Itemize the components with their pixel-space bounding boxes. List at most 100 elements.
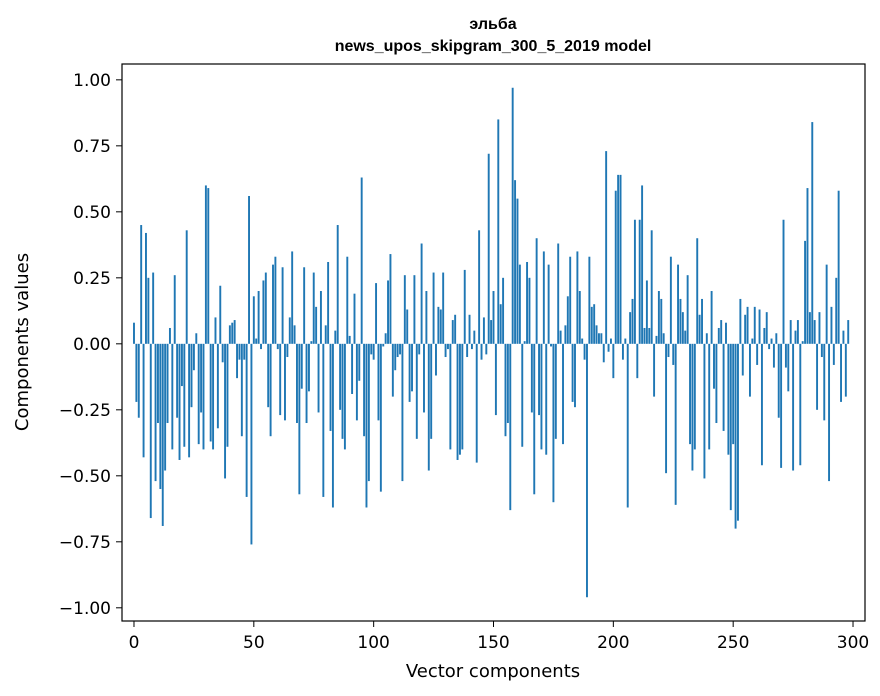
bar-13 bbox=[164, 343, 167, 471]
bar-38 bbox=[224, 343, 227, 479]
bar-227 bbox=[677, 264, 680, 344]
bar-226 bbox=[674, 343, 677, 505]
bar-182 bbox=[569, 256, 572, 344]
bar-33 bbox=[212, 343, 215, 450]
bar-131 bbox=[447, 343, 449, 350]
bar-46 bbox=[243, 343, 246, 360]
bar-15 bbox=[168, 327, 171, 344]
x-tick-label: 300 bbox=[837, 633, 869, 653]
bar-25 bbox=[192, 343, 195, 371]
bar-23 bbox=[188, 343, 191, 458]
bar-83 bbox=[331, 343, 334, 508]
bar-208 bbox=[631, 298, 634, 344]
bar-154 bbox=[502, 277, 505, 344]
bar-151 bbox=[494, 343, 497, 416]
bar-249 bbox=[729, 343, 732, 511]
bar-125 bbox=[432, 272, 435, 344]
bar-174 bbox=[550, 343, 552, 347]
bar-171 bbox=[542, 251, 545, 344]
bar-254 bbox=[741, 343, 744, 376]
bar-225 bbox=[672, 343, 675, 365]
bar-116 bbox=[411, 343, 413, 392]
bar-198 bbox=[607, 343, 610, 352]
bar-81 bbox=[327, 261, 330, 344]
bar-16 bbox=[171, 343, 174, 450]
bar-45 bbox=[240, 343, 243, 437]
bar-97 bbox=[365, 343, 368, 508]
bar-192 bbox=[593, 304, 596, 344]
bar-162 bbox=[521, 343, 524, 447]
bar-290 bbox=[828, 343, 831, 482]
bar-285 bbox=[816, 343, 819, 410]
bar-164 bbox=[526, 261, 529, 344]
bar-158 bbox=[511, 87, 514, 344]
y-tick-label: 1.00 bbox=[73, 71, 111, 91]
bar-150 bbox=[492, 291, 495, 344]
bar-98 bbox=[367, 343, 370, 482]
bar-40 bbox=[228, 325, 231, 344]
bar-70 bbox=[300, 343, 303, 389]
bar-85 bbox=[336, 225, 339, 344]
bar-297 bbox=[844, 343, 847, 397]
bar-221 bbox=[662, 333, 665, 344]
bar-71 bbox=[303, 267, 306, 344]
bar-284 bbox=[813, 320, 816, 344]
bar-286 bbox=[818, 312, 821, 344]
bar-119 bbox=[418, 343, 421, 355]
bar-141 bbox=[470, 343, 473, 350]
bar-217 bbox=[653, 343, 656, 397]
bar-109 bbox=[394, 343, 397, 371]
bar-7 bbox=[149, 343, 152, 519]
bar-262 bbox=[760, 343, 763, 466]
bar-291 bbox=[830, 306, 833, 344]
bar-167 bbox=[533, 343, 536, 495]
bar-229 bbox=[681, 312, 684, 344]
bar-117 bbox=[413, 275, 416, 344]
bar-177 bbox=[557, 243, 560, 344]
bar-80 bbox=[324, 325, 327, 344]
bar-14 bbox=[166, 343, 169, 424]
bar-205 bbox=[624, 338, 627, 344]
bar-168 bbox=[535, 238, 538, 344]
bar-188 bbox=[583, 343, 586, 360]
bar-129 bbox=[442, 272, 445, 344]
bar-266 bbox=[770, 338, 773, 344]
bar-202 bbox=[617, 174, 620, 344]
bar-295 bbox=[840, 343, 842, 402]
bar-22 bbox=[185, 230, 188, 344]
bar-269 bbox=[777, 343, 780, 418]
bar-163 bbox=[523, 341, 526, 344]
bar-126 bbox=[435, 343, 437, 376]
bar-61 bbox=[279, 343, 282, 416]
bar-189 bbox=[586, 343, 588, 598]
bar-136 bbox=[458, 343, 461, 455]
y-tick-label: 0.75 bbox=[73, 137, 111, 157]
bar-17 bbox=[173, 275, 176, 344]
x-axis-label: Vector components bbox=[406, 661, 580, 682]
bar-156 bbox=[506, 343, 509, 424]
bar-259 bbox=[753, 306, 756, 344]
bar-172 bbox=[545, 343, 548, 455]
bar-293 bbox=[835, 277, 838, 344]
bar-127 bbox=[437, 306, 440, 344]
bar-160 bbox=[516, 198, 519, 344]
bar-86 bbox=[339, 343, 342, 410]
bar-55 bbox=[264, 272, 267, 344]
bar-144 bbox=[478, 230, 481, 344]
bar-235 bbox=[696, 238, 699, 344]
bar-194 bbox=[598, 333, 600, 344]
bar-195 bbox=[600, 333, 603, 344]
bar-124 bbox=[430, 343, 433, 439]
y-tick-label: −1.00 bbox=[59, 599, 111, 619]
bar-212 bbox=[641, 185, 644, 344]
bar-216 bbox=[650, 230, 653, 344]
bar-193 bbox=[595, 325, 598, 344]
bar-35 bbox=[216, 343, 219, 429]
bar-94 bbox=[358, 343, 361, 381]
bar-199 bbox=[609, 338, 612, 344]
bar-105 bbox=[384, 333, 387, 344]
y-tick-label: −0.50 bbox=[59, 467, 111, 487]
bar-9 bbox=[154, 343, 157, 482]
bar-228 bbox=[679, 298, 682, 344]
bar-96 bbox=[363, 343, 366, 437]
